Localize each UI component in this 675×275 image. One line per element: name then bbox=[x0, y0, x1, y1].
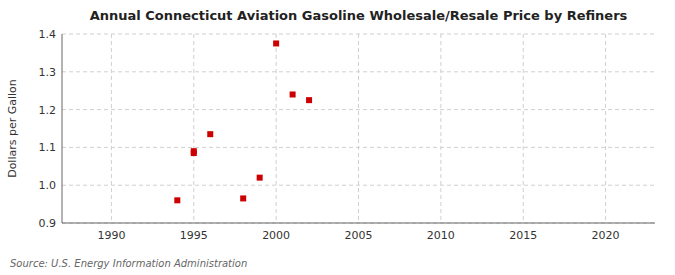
y-tick-label: 1.2 bbox=[39, 104, 57, 117]
y-axis-line bbox=[62, 34, 63, 223]
grid bbox=[62, 34, 655, 223]
x-grid-line bbox=[440, 34, 441, 223]
x-tick-label: 2020 bbox=[592, 229, 620, 242]
y-tick-label: 1.1 bbox=[39, 141, 57, 154]
y-axis-label: Dollars per Gallon bbox=[6, 79, 19, 178]
x-tick-label: 2015 bbox=[509, 229, 537, 242]
x-grid-line bbox=[193, 34, 194, 223]
point bbox=[174, 197, 180, 203]
y-tick-label: 1.3 bbox=[39, 66, 57, 79]
y-tick-label: 0.9 bbox=[39, 217, 57, 230]
x-grid-line bbox=[276, 34, 277, 223]
x-tick-label: 1990 bbox=[97, 229, 125, 242]
points bbox=[174, 40, 312, 203]
x-tick-label: 2000 bbox=[262, 229, 290, 242]
source-note: Source: U.S. Energy Information Administ… bbox=[10, 258, 247, 269]
point bbox=[290, 91, 296, 97]
x-grid-line bbox=[523, 34, 524, 223]
y-tick-label: 1.4 bbox=[39, 28, 57, 41]
point bbox=[191, 148, 197, 154]
y-grid-line bbox=[62, 34, 655, 35]
point bbox=[207, 131, 213, 137]
x-axis-line bbox=[62, 223, 655, 224]
point bbox=[306, 97, 312, 103]
y-tick-label: 1.0 bbox=[39, 179, 57, 192]
x-grid-line bbox=[358, 34, 359, 223]
title: Annual Connecticut Aviation Gasoline Who… bbox=[90, 8, 628, 23]
x-grid-line bbox=[605, 34, 606, 223]
chart: 1990 1995 2000 2005 2010 2015 2020 0.9 1.0 1.1 1.2… bbox=[0, 0, 675, 275]
x-tick-label: 1995 bbox=[180, 229, 208, 242]
point bbox=[240, 195, 246, 201]
point bbox=[273, 40, 279, 46]
y-grid-line bbox=[62, 185, 655, 186]
y-grid-line bbox=[62, 71, 655, 72]
x-tick-label: 2010 bbox=[427, 229, 455, 242]
x-tick-label: 2005 bbox=[345, 229, 373, 242]
x-grid-line bbox=[111, 34, 112, 223]
y-grid-line bbox=[62, 147, 655, 148]
y-grid-line bbox=[62, 109, 655, 110]
y-grid-line bbox=[62, 223, 655, 224]
point bbox=[257, 175, 263, 181]
